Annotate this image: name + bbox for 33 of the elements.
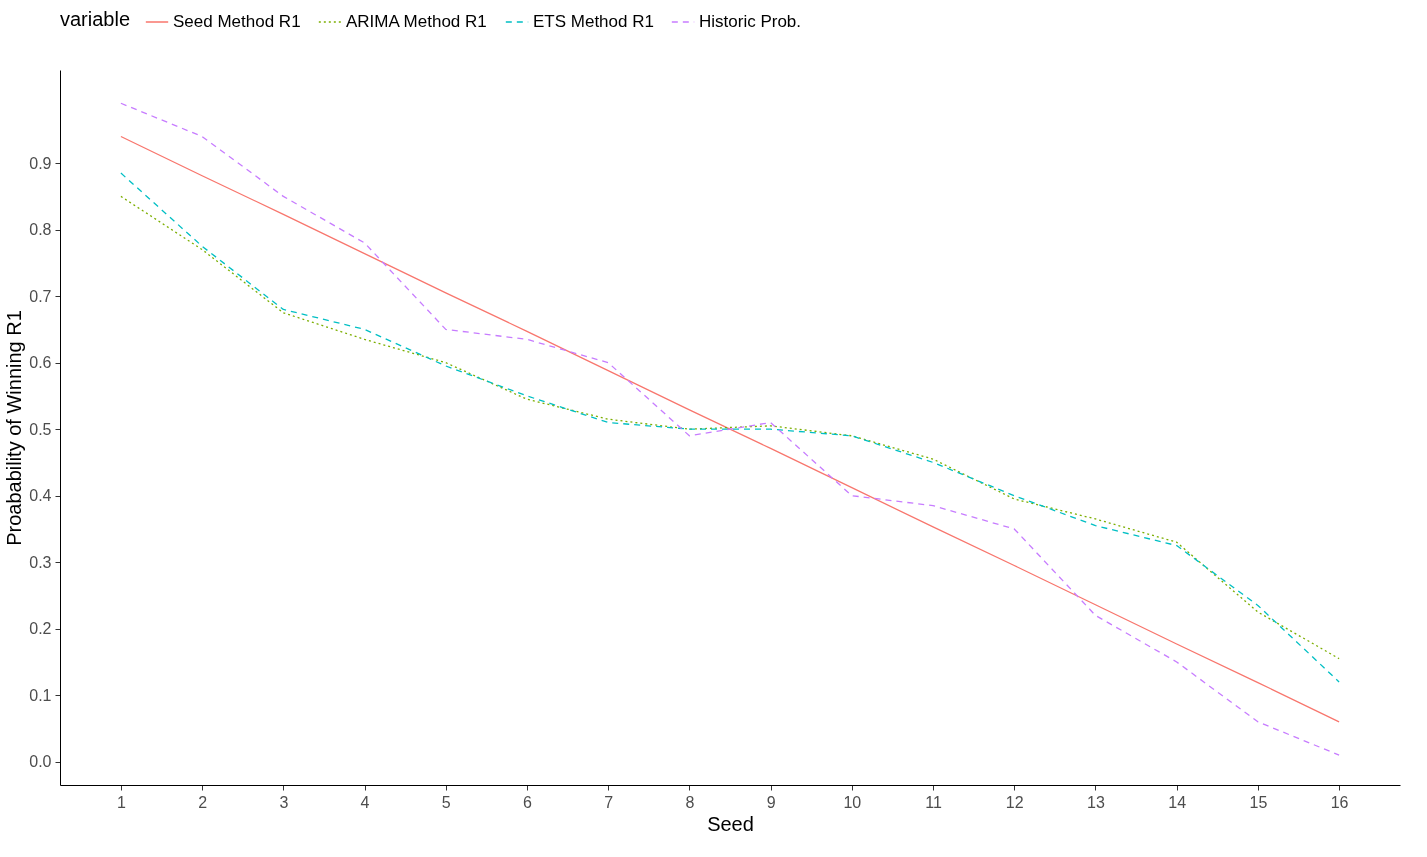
x-tick-label: 13: [1087, 793, 1105, 811]
y-tick-label: 0.9: [29, 154, 52, 172]
y-tick-label: 0.0: [29, 753, 52, 771]
x-tick-label: 2: [198, 793, 208, 811]
y-axis-title: Proabability of Winning R1: [3, 310, 26, 546]
y-tick-label: 0.5: [29, 420, 52, 438]
legend-label: Historic Prob.: [699, 12, 802, 31]
legend-label: Seed Method R1: [173, 12, 301, 31]
x-tick-label: 12: [1005, 793, 1024, 811]
y-tick-label: 0.7: [29, 287, 52, 305]
x-tick-label: 6: [523, 793, 533, 811]
legend-title: variable: [60, 8, 131, 30]
x-tick-label: 16: [1330, 793, 1349, 811]
x-tick-label: 11: [925, 793, 942, 811]
y-tick-label: 0.4: [29, 487, 52, 505]
x-tick-label: 10: [843, 793, 862, 811]
y-tick-label: 0.2: [29, 620, 52, 638]
y-tick-label: 0.3: [29, 553, 52, 571]
x-tick-label: 9: [766, 793, 776, 811]
x-tick-label: 8: [685, 793, 695, 811]
x-axis-title: Seed: [707, 812, 754, 835]
y-tick-label: 0.6: [29, 354, 52, 372]
x-tick-label: 7: [604, 793, 614, 811]
legend-label: ARIMA Method R1: [346, 12, 487, 31]
x-tick-label: 15: [1249, 793, 1268, 811]
y-tick-label: 0.1: [29, 686, 52, 704]
x-tick-label: 3: [279, 793, 289, 811]
x-tick-label: 5: [441, 793, 451, 811]
y-tick-label: 0.8: [29, 221, 52, 239]
x-tick-label: 14: [1168, 793, 1187, 811]
legend-label: ETS Method R1: [533, 12, 654, 31]
x-tick-label: 1: [116, 793, 126, 811]
x-tick-label: 4: [360, 793, 370, 811]
